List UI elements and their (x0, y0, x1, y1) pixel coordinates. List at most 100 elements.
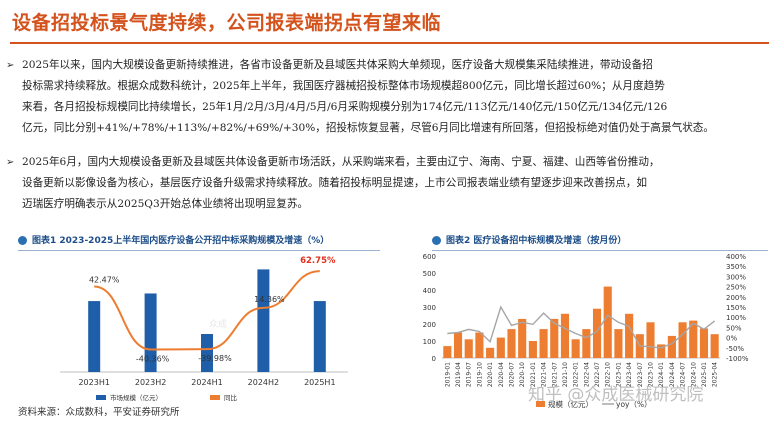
chart1-title: 图表1 2023-2025上半年国内医疗设备公开招中标采购规模及增速（%） (18, 233, 329, 246)
chart1-x-tick-label: 2023H1 (78, 378, 109, 387)
chart2-x-tick-label: 2024-07 (680, 362, 687, 387)
chart2-x-tick-label: 2020-10 (519, 362, 526, 387)
chart2: 600 500 400 300 200 100 0 400% 350% 300% 250% 200% 1… (423, 253, 749, 409)
chart2-x-tick-label: 2020-04 (498, 362, 505, 387)
chart2-bar (646, 322, 655, 358)
chart2-y-right-tick: 250% (726, 284, 746, 292)
chart2-bar (582, 329, 591, 358)
chart2-y-right-tick: 150% (726, 304, 746, 312)
chart2-bar (710, 334, 719, 358)
chart2-y-left-tick: 300 (423, 304, 436, 312)
chart1-title-text: 图表1 2023-2025上半年国内医疗设备公开招中标采购规模及增速（%） (32, 236, 330, 246)
paragraph-1-line: 2025年以来，国内大规模设备更新持续推进，各省市设备更新及县域医共体采购大单频… (22, 59, 653, 71)
bullet-icon: ➢ (6, 157, 15, 168)
chart1-legend-label: 同比 (224, 393, 238, 402)
chart2-x-tick-label: 2022-07 (594, 362, 601, 387)
chart2-x-tick-label: 2023-10 (648, 362, 655, 387)
chart2-y-right-tick: 100% (726, 314, 746, 322)
chart1-data-label: -39.98% (198, 354, 232, 363)
chart2-y-right-tick: -100% (726, 355, 749, 363)
chart2-bar (560, 313, 570, 358)
chart2-x-tick-label: 2020-01 (487, 362, 494, 387)
paragraph-2-line: 2025年6月，国内大规模设备更新及县域医共体设备更新市场活跃，从采购端来看，主… (22, 156, 660, 168)
chart2-bar (550, 318, 559, 358)
chart2-x-tick-label: 2022-04 (583, 362, 590, 387)
chart2-bar (657, 344, 666, 358)
chart2-bar (507, 329, 516, 358)
chart2-x-tick-label: 2021-01 (530, 362, 537, 387)
chart1-bar (144, 293, 157, 372)
chart2-x-tick-label: 2022-01 (573, 362, 580, 387)
chart2-y-right-tick: 350% (726, 263, 746, 271)
chart2-bar (625, 313, 634, 358)
chart1-x-tick-label: 2025H1 (304, 378, 335, 387)
chart2-bar (571, 339, 580, 358)
chart2-x-tick-label: 2019-10 (476, 362, 483, 387)
chart2-x-tick-label: 2025-04 (712, 362, 719, 387)
chart2-y-right-tick: 400% (726, 253, 746, 261)
chart2-title: 图表2 医疗设备招中标规模及增速（按月份） (432, 233, 626, 246)
paragraph-1-line: 来看，各月招投标规模同比持续增长，25年1月/2月/3月/4月/5月/6月采购规… (22, 101, 668, 113)
chart1-legend-label: 市场规模（亿元） (110, 393, 162, 402)
chart1-x-tick-label: 2024H2 (248, 378, 279, 387)
bullet-icon: ➢ (6, 60, 15, 71)
chart2-y-right-tick: 300% (726, 273, 746, 281)
chart2-bar (486, 347, 495, 358)
chart1-data-label: 62.75% (300, 256, 336, 266)
paragraph-1-line: 亿元，同比分别+41%/+78%/+113%/+82%/+69%/+30%，招投… (22, 122, 714, 134)
chart2-y-right-tick: 0% (726, 335, 737, 343)
chart2-bar (475, 332, 484, 358)
chart2-y-right-tick: 50% (726, 324, 742, 332)
chart1-legend-swatch-bar (96, 395, 106, 400)
chart2-x-tick-label: 2019-01 (444, 362, 451, 387)
chart2-x-tick-label: 2024-10 (690, 362, 697, 387)
chart2-bar (518, 318, 527, 358)
chart2-x-tick-label: 2021-04 (541, 362, 548, 387)
paragraph-2-line: 迈瑞医疗明确表示从2025Q3开始总体业绩将出现明显复苏。 (22, 198, 309, 210)
chart2-x-tick-label: 2024-04 (669, 362, 676, 387)
chart2-x-tick-label: 2020-07 (509, 362, 516, 387)
chart2-y-left-tick: 0 (432, 355, 436, 363)
paragraph-2: ➢ 2025年6月，国内大规模设备更新及县域医共体设备更新市场活跃，从采购端来看… (6, 152, 768, 215)
page-title: 设备招投标景气度持续，公司报表端拐点有望来临 (12, 12, 442, 34)
chart2-x-tick-label: 2021-07 (551, 362, 558, 387)
chart2-bar (443, 346, 452, 358)
chart2-bar (464, 339, 473, 358)
chart2-bar (614, 329, 623, 358)
chart1-yoy-line (94, 270, 320, 351)
chart2-bar (689, 320, 698, 358)
title-divider (10, 42, 769, 44)
chart1-x-tick-label: 2023H2 (135, 378, 166, 387)
chart2-y-left-tick: 400 (423, 287, 436, 295)
chart1: 众成 2023H1 2023H2 2024H1 2024H2 2025H1 42.47% -4… (60, 256, 348, 402)
chart2-bar (699, 328, 709, 358)
chart2-legend-label: 规模（亿元） (548, 399, 593, 409)
chart2-y-left-tick: 600 (423, 253, 436, 261)
chart2-x-tick-label: 2023-04 (626, 362, 633, 387)
chart2-x-tick-label: 2021-10 (562, 362, 569, 387)
chart2-bar (496, 337, 505, 358)
chart2-x-tick-label: 2025-01 (701, 362, 708, 387)
chart2-bar (539, 329, 548, 358)
source-note: 资料来源：众成数科，平安证券研究所 (18, 407, 180, 418)
chart1-data-label: 42.47% (89, 276, 120, 285)
chart1-bg-watermark: 众成 (209, 318, 227, 330)
chart1-title-rule (18, 250, 380, 251)
chart2-bar (678, 322, 687, 358)
chart2-x-tick-label: 2023-01 (615, 362, 622, 387)
chart-marker-icon (432, 236, 441, 245)
chart1-x-tick-label: 2024H1 (191, 378, 222, 387)
chart2-title-text: 图表2 医疗设备招中标规模及增速（按月份） (446, 236, 627, 246)
chart2-yoy-line (447, 305, 716, 349)
watermark: 知乎 @众成医械研究院 (528, 385, 704, 405)
chart2-y-right-tick: 200% (726, 294, 746, 302)
paragraph-1: ➢ 2025年以来，国内大规模设备更新持续推进，各省市设备更新及县域医共体采购大… (6, 55, 768, 139)
chart1-data-label: -40.36% (136, 354, 170, 363)
chart2-bar (603, 286, 612, 358)
chart2-x-tick-label: 2024-01 (658, 362, 665, 387)
paragraph-1-line: 投标需求持续释放。根据众成数科统计，2025年上半年，我国医疗器械招投标整体市场… (22, 80, 665, 92)
chart2-x-tick-label: 2023-07 (637, 362, 644, 387)
chart2-y-left-tick: 200 (423, 321, 436, 329)
chart2-title-rule (432, 250, 768, 251)
chart1-bar (201, 334, 213, 372)
